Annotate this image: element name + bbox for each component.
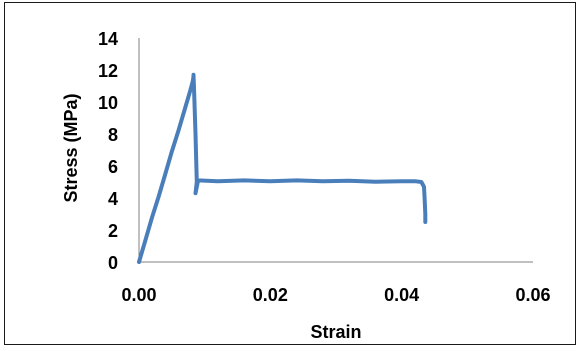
- y-tick-label: 6: [108, 157, 118, 177]
- axes: [138, 38, 533, 263]
- y-tick-label: 14: [98, 29, 118, 49]
- y-tick-label: 0: [108, 253, 118, 273]
- y-axis-ticks: 0 2 4 6 8 10 12 14: [98, 29, 118, 273]
- y-axis-title: Stress (MPa): [61, 93, 81, 202]
- y-tick-label: 2: [108, 221, 118, 241]
- y-tick-label: 4: [108, 189, 118, 209]
- x-tick-label: 0.06: [515, 285, 550, 305]
- chart-frame: 0 2 4 6 8 10 12 14 0.00 0.02 0.04 0.06 Strain Stre…: [4, 2, 576, 345]
- x-tick-label: 0.04: [384, 285, 419, 305]
- x-tick-label: 0.00: [121, 285, 156, 305]
- y-tick-label: 8: [108, 125, 118, 145]
- y-tick-label: 12: [98, 61, 118, 81]
- data-series-line: [137, 72, 428, 264]
- plot-area: [137, 72, 428, 264]
- y-tick-label: 10: [98, 93, 118, 113]
- x-axis-ticks: 0.00 0.02 0.04 0.06: [121, 285, 550, 305]
- stress-strain-chart: 0 2 4 6 8 10 12 14 0.00 0.02 0.04 0.06 Strain Stre…: [61, 29, 551, 342]
- x-tick-label: 0.02: [253, 285, 288, 305]
- x-axis-title: Strain: [310, 322, 361, 342]
